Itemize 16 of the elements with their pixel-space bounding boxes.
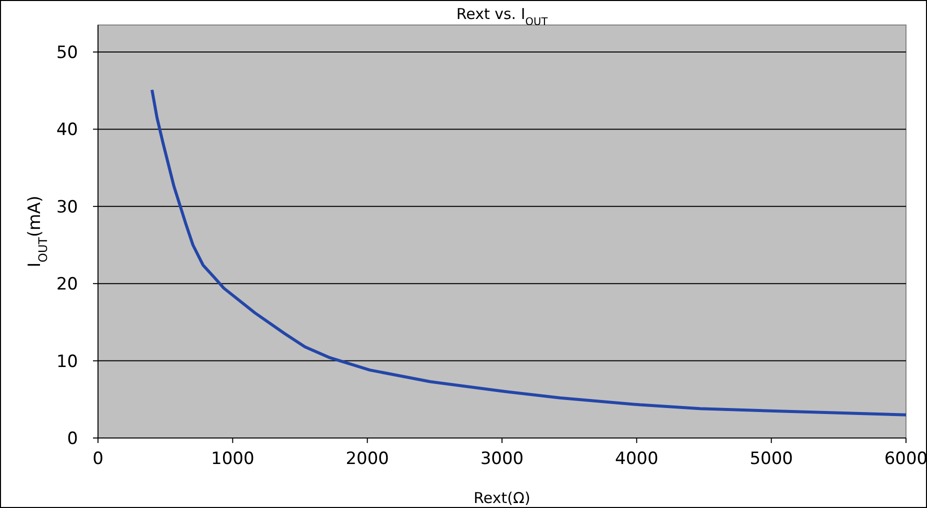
x-tick-label: 4000 bbox=[615, 449, 658, 469]
x-tick-label: 1000 bbox=[211, 449, 254, 469]
x-tick-label: 3000 bbox=[480, 449, 524, 469]
y-tick-label: 30 bbox=[56, 197, 78, 218]
x-tick-label: 2000 bbox=[346, 449, 389, 469]
y-tick-label: 50 bbox=[56, 42, 78, 63]
y-tick-label: 0 bbox=[67, 428, 78, 449]
x-axis-title: Rext(Ω) bbox=[474, 489, 530, 507]
chart-title: Rext vs. I$_{OUT}$ bbox=[456, 5, 548, 28]
line-series bbox=[150, 88, 908, 416]
x-tick-label: 0 bbox=[92, 449, 104, 469]
x-tick-label: 5000 bbox=[750, 449, 793, 469]
y-tick-label: 40 bbox=[56, 120, 78, 140]
y-tick-label: 10 bbox=[56, 352, 78, 372]
x-tick-label: 6000 bbox=[884, 449, 927, 469]
y-tick-label: 20 bbox=[56, 274, 78, 295]
